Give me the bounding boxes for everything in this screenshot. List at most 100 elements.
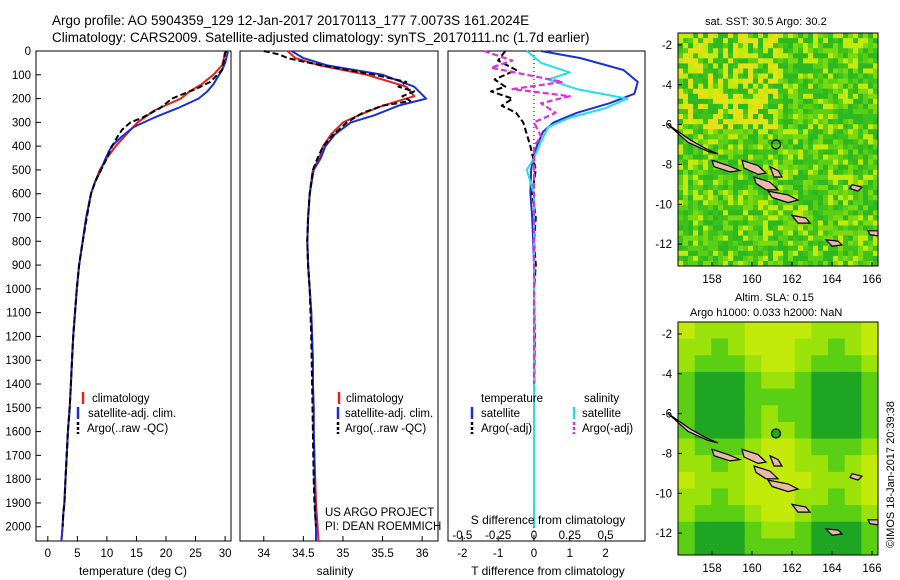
heat-cell bbox=[753, 114, 759, 120]
heat-cell bbox=[693, 124, 699, 130]
heat-cell bbox=[863, 134, 869, 140]
heat-cell bbox=[713, 63, 719, 69]
heat-cell bbox=[748, 78, 754, 85]
heat-cell bbox=[808, 230, 814, 236]
heat-cell bbox=[843, 103, 849, 110]
heat-cell bbox=[778, 205, 784, 211]
heat-cell bbox=[711, 421, 729, 439]
island bbox=[768, 454, 784, 467]
heat-cell bbox=[738, 179, 744, 186]
heat-cell bbox=[773, 230, 779, 236]
heat-cell bbox=[723, 169, 729, 176]
heat-cell bbox=[828, 134, 834, 140]
heat-cell bbox=[718, 63, 724, 69]
sla-heatmap bbox=[678, 322, 879, 556]
heat-cell bbox=[798, 230, 804, 236]
heat-cell bbox=[728, 114, 734, 120]
heat-cell bbox=[798, 195, 804, 201]
heat-cell bbox=[828, 245, 834, 252]
heat-cell bbox=[783, 78, 789, 85]
heat-cell bbox=[833, 139, 839, 145]
heat-cell bbox=[703, 103, 709, 110]
heat-cell bbox=[808, 240, 814, 247]
heat-cell bbox=[853, 225, 859, 231]
heat-cell bbox=[861, 388, 879, 406]
heat-cell bbox=[803, 129, 809, 135]
heat-cell bbox=[798, 149, 804, 155]
heat-cell bbox=[728, 538, 746, 556]
heat-cell bbox=[688, 210, 694, 216]
heat-cell bbox=[863, 210, 869, 216]
heat-cell bbox=[828, 179, 834, 186]
heat-cell bbox=[838, 33, 844, 39]
heat-cell bbox=[803, 179, 809, 186]
heat-cell bbox=[843, 119, 849, 125]
heat-cell bbox=[818, 144, 824, 150]
heat-cell bbox=[853, 149, 859, 155]
heat-cell bbox=[728, 255, 734, 262]
heat-cell bbox=[733, 38, 739, 44]
heat-cell bbox=[863, 38, 869, 44]
heat-cell bbox=[713, 129, 719, 135]
heat-cell bbox=[858, 149, 864, 155]
heat-cell bbox=[773, 53, 779, 59]
heat-cell bbox=[733, 33, 739, 39]
heat-cell bbox=[868, 103, 874, 110]
legend-s-satellite: satellite bbox=[582, 408, 621, 420]
heat-cell bbox=[794, 405, 812, 423]
heat-cell bbox=[783, 200, 789, 206]
heat-cell bbox=[848, 53, 854, 59]
heat-cell bbox=[798, 68, 804, 74]
heat-cell bbox=[748, 103, 754, 110]
heat-cell bbox=[683, 250, 689, 257]
heat-cell bbox=[683, 43, 689, 49]
heat-cell bbox=[713, 230, 719, 236]
heat-cell bbox=[758, 53, 764, 59]
heat-cell bbox=[843, 98, 849, 105]
heat-cell bbox=[693, 63, 699, 69]
heat-cell bbox=[813, 255, 819, 262]
heat-cell bbox=[744, 538, 762, 556]
heat-cell bbox=[753, 63, 759, 69]
heat-cell bbox=[828, 119, 834, 125]
heat-cell bbox=[818, 174, 824, 181]
heat-cell bbox=[743, 260, 749, 267]
heat-cell bbox=[773, 48, 779, 54]
heat-cell bbox=[713, 149, 719, 155]
heat-cell bbox=[728, 134, 734, 140]
heat-cell bbox=[763, 124, 769, 130]
heat-cell bbox=[828, 220, 834, 226]
heat-cell bbox=[823, 129, 829, 135]
heat-cell bbox=[843, 235, 849, 242]
heat-cell bbox=[753, 83, 759, 90]
heat-cell bbox=[858, 38, 864, 44]
heat-cell bbox=[683, 245, 689, 252]
heat-cell bbox=[733, 103, 739, 110]
heat-cell bbox=[813, 33, 819, 39]
heat-cell bbox=[813, 119, 819, 125]
heat-cell bbox=[848, 134, 854, 140]
heat-cell bbox=[703, 159, 709, 166]
heat-cell bbox=[858, 159, 864, 166]
heat-cell bbox=[713, 174, 719, 181]
heat-cell bbox=[688, 68, 694, 74]
heat-cell bbox=[743, 195, 749, 201]
heat-cell bbox=[868, 129, 874, 135]
heat-cell bbox=[778, 33, 784, 39]
heat-cell bbox=[863, 260, 869, 267]
heat-cell bbox=[798, 73, 804, 79]
heat-cell bbox=[743, 38, 749, 44]
heat-cell bbox=[803, 144, 809, 150]
heat-cell bbox=[833, 250, 839, 257]
heat-cell bbox=[723, 255, 729, 262]
heat-cell bbox=[833, 159, 839, 166]
heat-cell bbox=[738, 149, 744, 155]
heat-cell bbox=[678, 230, 684, 236]
x-tick-label: 35 bbox=[337, 548, 350, 560]
heat-cell bbox=[688, 205, 694, 211]
heat-cell bbox=[788, 114, 794, 120]
heat-cell bbox=[778, 405, 796, 423]
heat-cell bbox=[693, 144, 699, 150]
heat-cell bbox=[868, 215, 874, 221]
heat-cell bbox=[718, 33, 724, 39]
